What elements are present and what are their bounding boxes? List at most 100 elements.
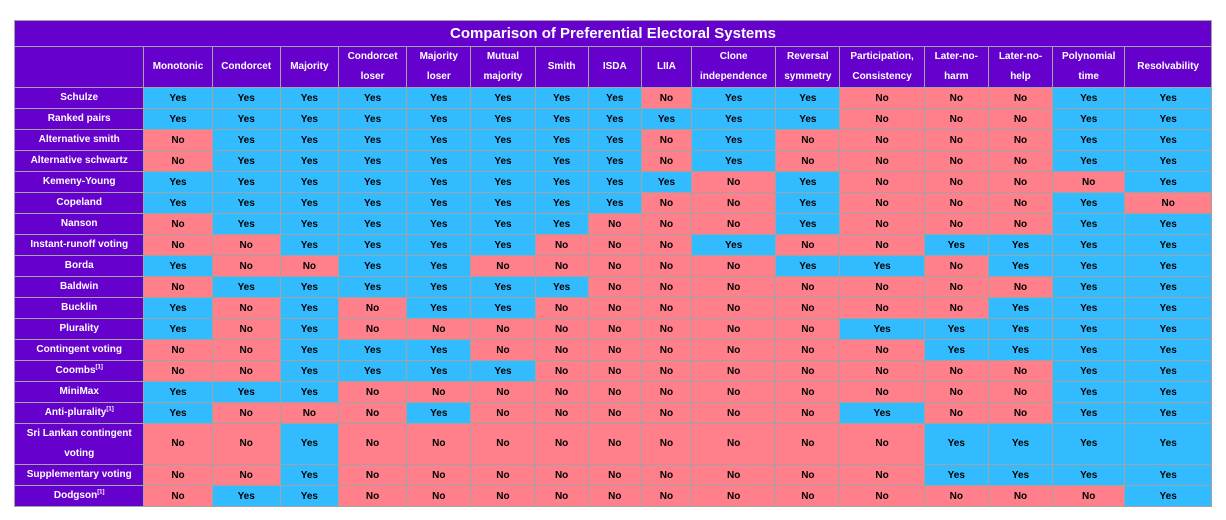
- table-cell: No: [587, 464, 642, 486]
- table-cell: No: [691, 318, 777, 340]
- table-cell: No: [775, 276, 841, 298]
- table-cell: Yes: [691, 108, 777, 130]
- table-cell: No: [691, 360, 777, 382]
- table-cell: No: [839, 423, 925, 465]
- table-cell: Yes: [406, 87, 472, 109]
- table-cell: No: [640, 129, 693, 151]
- table-cell: Yes: [406, 213, 472, 235]
- table-cell: Yes: [1052, 402, 1126, 424]
- table-cell: Yes: [470, 87, 536, 109]
- row-header: Alternative smith: [13, 129, 145, 151]
- table-cell: No: [211, 297, 281, 319]
- table-cell: No: [211, 234, 281, 256]
- table-cell: Yes: [337, 255, 408, 277]
- table-cell: Yes: [1052, 297, 1126, 319]
- table-cell: No: [470, 339, 536, 361]
- table-row: Alternative smith No Yes Yes Yes Yes Yes Yes Yes…: [13, 129, 1212, 151]
- column-header: Reversal symmetry: [775, 46, 841, 88]
- table-cell: Yes: [143, 255, 213, 277]
- table-cell: No: [143, 213, 213, 235]
- table-cell: Yes: [470, 192, 536, 214]
- table-cell: Yes: [587, 87, 642, 109]
- table-cell: Yes: [470, 213, 536, 235]
- table-cell: Yes: [534, 213, 589, 235]
- table-cell: No: [534, 360, 589, 382]
- table-cell: No: [337, 423, 408, 465]
- table-cell: Yes: [987, 234, 1054, 256]
- footnote-ref[interactable]: [1]: [106, 406, 114, 413]
- table-cell: No: [987, 171, 1054, 193]
- table-cell: Yes: [279, 192, 339, 214]
- table-cell: Yes: [470, 276, 536, 298]
- table-cell: No: [691, 255, 777, 277]
- table-cell: Yes: [775, 255, 841, 277]
- table-cell: Yes: [406, 297, 472, 319]
- table-cell: Yes: [279, 360, 339, 382]
- table-row: Anti-plurality[1] Yes No No No Yes No No No No No N…: [13, 402, 1212, 424]
- table-cell: Yes: [534, 150, 589, 172]
- column-header: Majority loser: [406, 46, 472, 88]
- table-cell: No: [691, 381, 777, 403]
- row-name: Nanson: [60, 218, 98, 229]
- table-cell: Yes: [337, 192, 408, 214]
- table-cell: Yes: [691, 87, 777, 109]
- table-cell: Yes: [1124, 87, 1212, 109]
- table-cell: No: [1124, 192, 1212, 214]
- table-cell: Yes: [406, 171, 472, 193]
- row-header: Alternative schwartz: [13, 150, 145, 172]
- table-cell: Yes: [987, 423, 1054, 465]
- column-header-row: Monotonic Condorcet Majority Condorcet lose…: [13, 46, 1212, 88]
- table-cell: Yes: [143, 381, 213, 403]
- table-cell: No: [587, 213, 642, 235]
- table-cell: No: [691, 171, 777, 193]
- table-cell: Yes: [406, 129, 472, 151]
- table-cell: Yes: [1124, 423, 1212, 465]
- table-cell: No: [923, 150, 989, 172]
- table-cell: Yes: [143, 192, 213, 214]
- table-cell: No: [640, 318, 693, 340]
- table-cell: No: [534, 485, 589, 507]
- table-cell: Yes: [406, 402, 472, 424]
- row-name: Borda: [64, 260, 94, 271]
- column-header: Later-no-harm: [923, 46, 989, 88]
- table-cell: No: [775, 464, 841, 486]
- table-cell: No: [211, 402, 281, 424]
- table-cell: No: [337, 297, 408, 319]
- footnote-ref[interactable]: [1]: [95, 364, 103, 371]
- row-name: Alternative schwartz: [30, 155, 128, 166]
- table-cell: No: [470, 402, 536, 424]
- table-cell: No: [640, 213, 693, 235]
- table-cell: Yes: [211, 87, 281, 109]
- table-title: Comparison of Preferential Electoral Sys…: [14, 20, 1212, 47]
- table-cell: Yes: [987, 464, 1054, 486]
- table-cell: Yes: [775, 87, 841, 109]
- table-cell: No: [534, 255, 589, 277]
- row-name: Ranked pairs: [47, 113, 111, 124]
- table-cell: Yes: [587, 192, 642, 214]
- table-cell: No: [640, 234, 693, 256]
- table-cell: No: [923, 108, 989, 130]
- table-cell: No: [691, 213, 777, 235]
- table-cell: No: [640, 87, 693, 109]
- table-cell: Yes: [279, 108, 339, 130]
- table-cell: No: [337, 402, 408, 424]
- table-cell: No: [143, 360, 213, 382]
- table-cell: No: [534, 318, 589, 340]
- table-cell: No: [839, 129, 925, 151]
- table-cell: No: [923, 129, 989, 151]
- table-cell: Yes: [143, 171, 213, 193]
- table-cell: No: [987, 108, 1054, 130]
- table-cell: Yes: [211, 213, 281, 235]
- table-cell: No: [691, 423, 777, 465]
- row-header: Copeland: [13, 192, 145, 214]
- table-cell: No: [839, 213, 925, 235]
- table-cell: No: [691, 485, 777, 507]
- table-cell: No: [587, 234, 642, 256]
- table-cell: No: [587, 402, 642, 424]
- table-cell: No: [534, 402, 589, 424]
- column-header: Mutual majority: [470, 46, 536, 88]
- row-header: Anti-plurality[1]: [13, 402, 145, 424]
- footnote-ref[interactable]: [1]: [97, 489, 105, 496]
- table-cell: No: [923, 485, 989, 507]
- table-cell: No: [923, 402, 989, 424]
